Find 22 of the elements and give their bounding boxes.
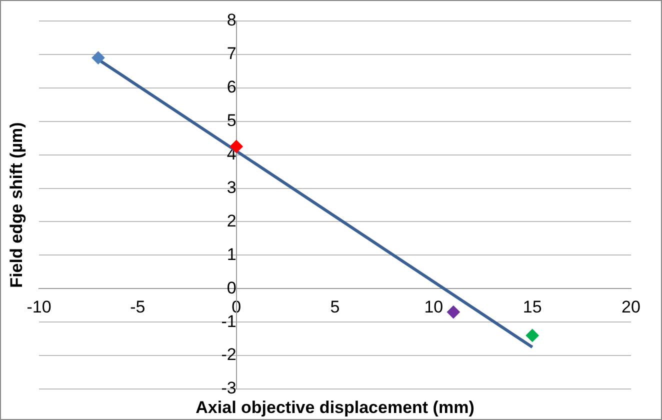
y-tick-label: 3 <box>226 178 236 197</box>
point <box>446 306 460 319</box>
x-tick-label: 5 <box>330 298 340 317</box>
point <box>92 51 105 64</box>
point <box>526 328 539 342</box>
y-tick-label: -3 <box>221 378 236 398</box>
x-tick-label: -10 <box>26 298 52 317</box>
y-tick-label: 5 <box>226 111 236 130</box>
y-tick-label: 6 <box>226 78 236 97</box>
x-tick-label: 10 <box>424 298 444 317</box>
x-tick-label: -5 <box>130 298 146 317</box>
y-tick-label: -2 <box>221 345 236 364</box>
y-tick-label: 7 <box>226 44 236 64</box>
x-tick-label: 20 <box>622 298 640 317</box>
y-tick-label: 0 <box>226 278 236 298</box>
y-tick-label: 1 <box>226 244 236 264</box>
y-axis-title: Field edge shift (µm) <box>7 122 26 288</box>
x-tick-label: 15 <box>522 298 542 317</box>
y-tick-label: -1 <box>221 312 236 331</box>
x-axis-title: Axial objective displacement (mm) <box>196 398 474 418</box>
y-tick-label: 2 <box>226 211 236 230</box>
y-tick-label: 8 <box>226 10 236 30</box>
